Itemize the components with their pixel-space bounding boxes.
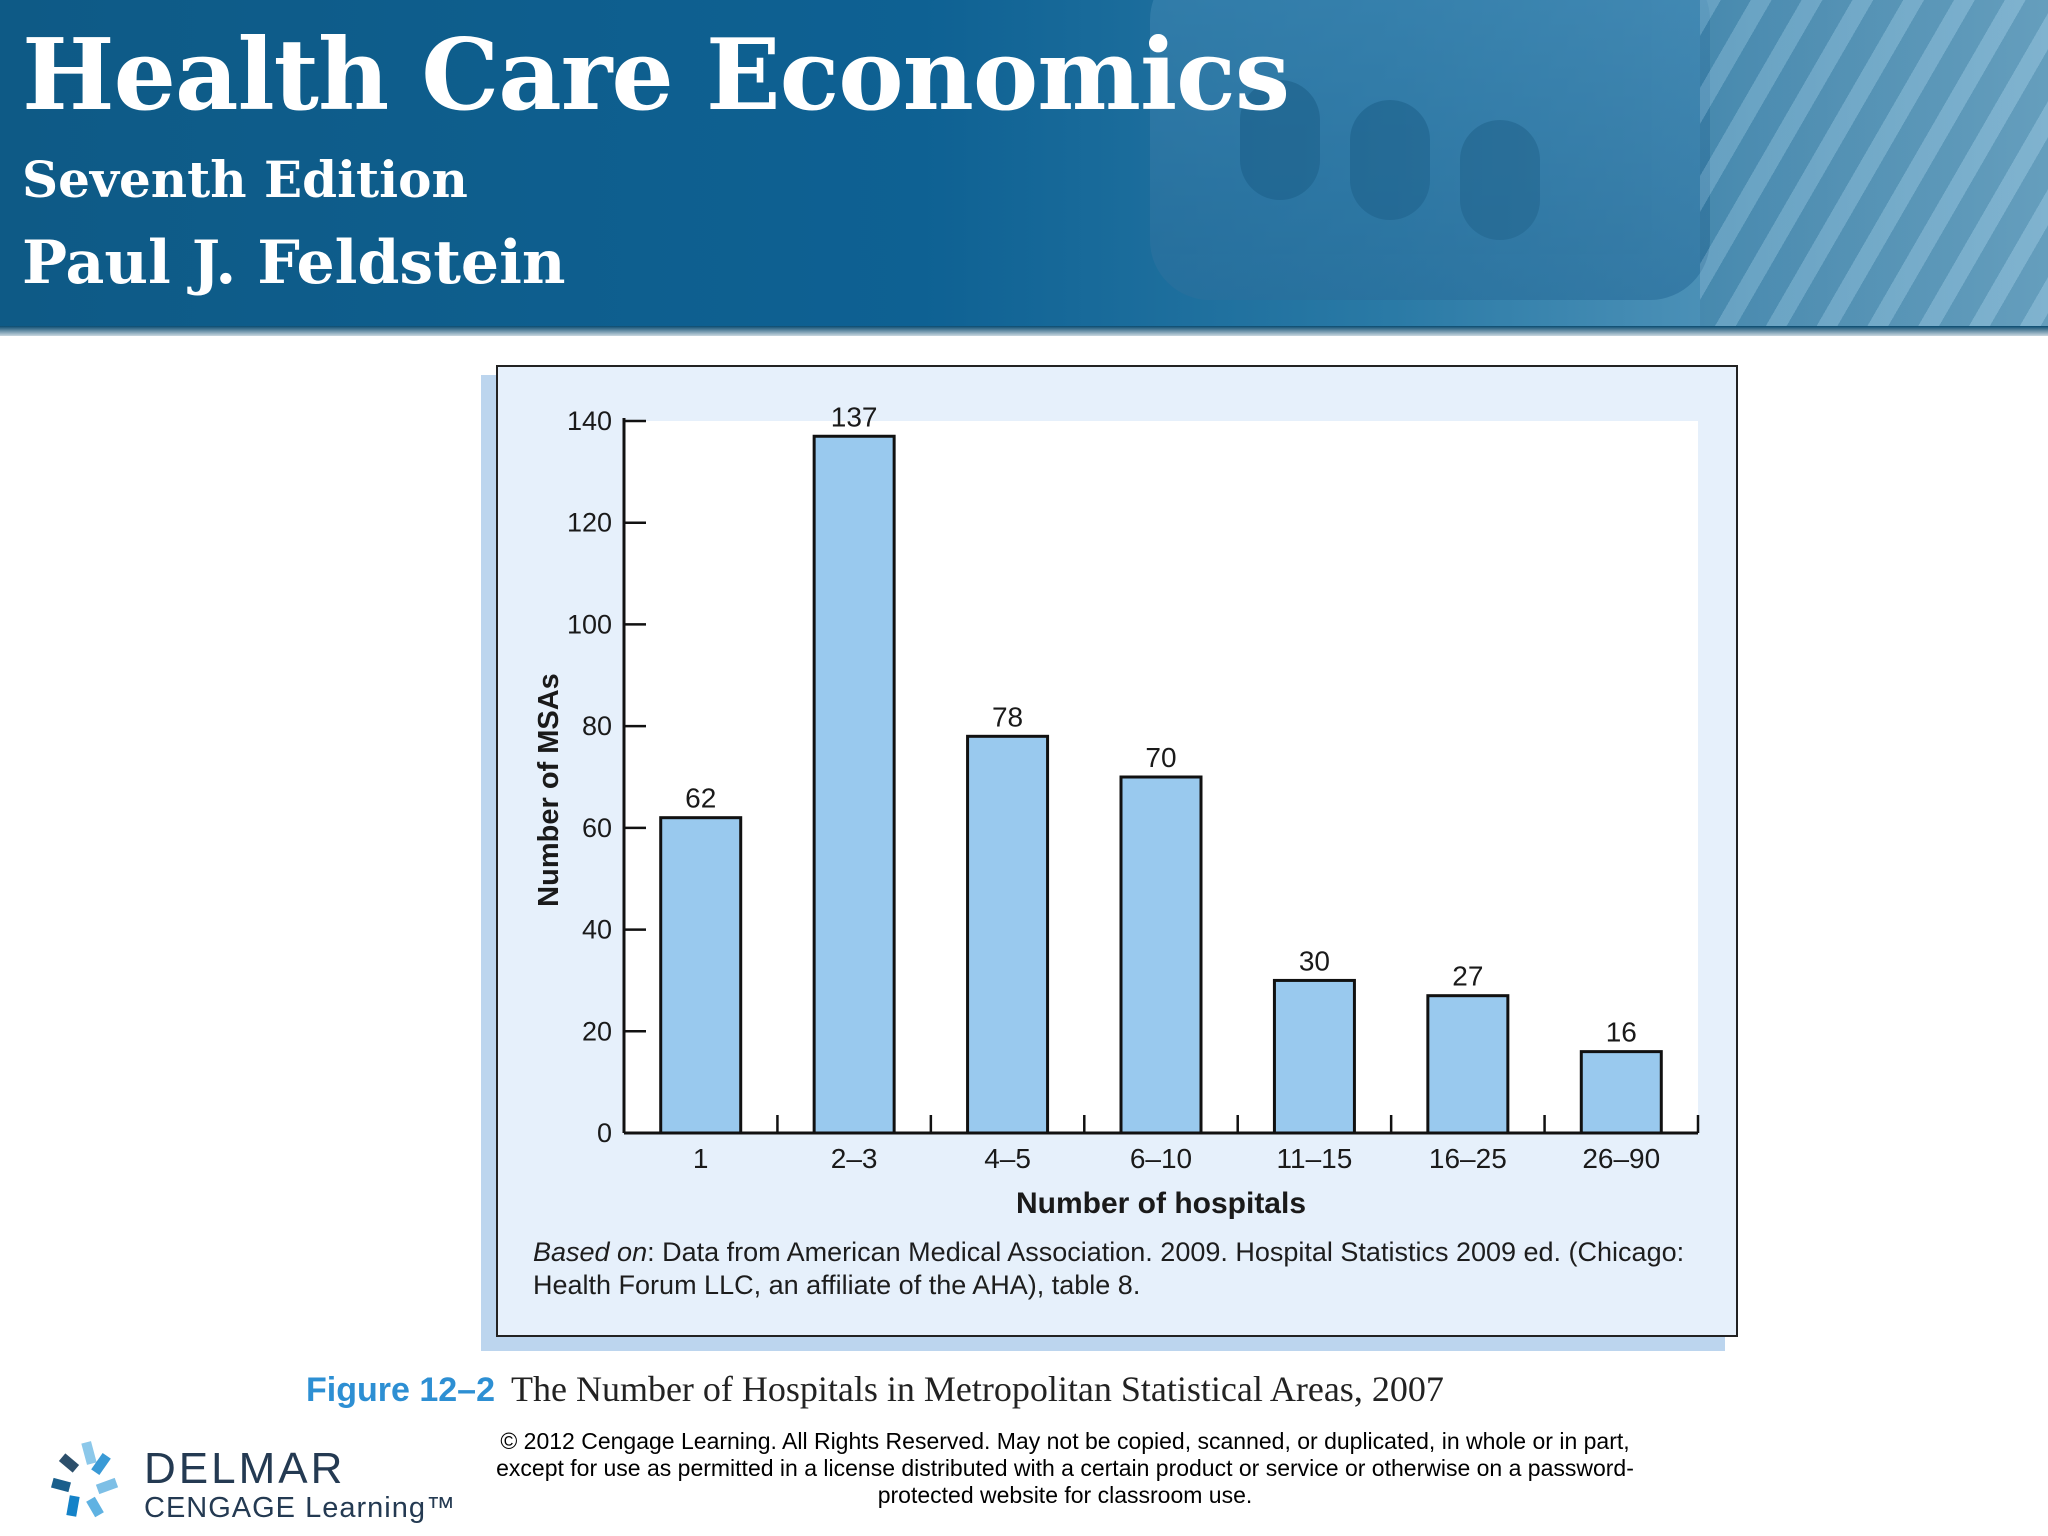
x-tick-label: 1 [693, 1143, 709, 1174]
bar [1426, 994, 1510, 1135]
calculator-image [1150, 0, 1710, 300]
money-bills-image [1700, 0, 2048, 330]
bar-data-label: 70 [1145, 742, 1176, 773]
book-title: Health Care Economics [22, 18, 1290, 133]
header-banner: Health Care Economics Seventh Edition Pa… [0, 0, 2048, 330]
bar [1272, 978, 1356, 1135]
x-axis-title: Number of hospitals [1016, 1187, 1306, 1220]
bar-data-label: 16 [1606, 1017, 1637, 1048]
x-tick-label: 26–90 [1582, 1143, 1660, 1174]
bar [1119, 775, 1203, 1135]
figure-caption: Figure 12–2 The Number of Hospitals in Me… [306, 1368, 1444, 1410]
bar-data-label: 62 [685, 783, 716, 814]
y-tick-label: 100 [567, 609, 612, 639]
y-axis-title: Number of MSAs [533, 673, 565, 907]
book-author: Paul J. Feldstein [22, 228, 566, 298]
cengage-star-icon [51, 1441, 119, 1518]
bar [966, 734, 1050, 1135]
bar [1579, 1050, 1663, 1135]
figure-label: Figure 12–2 [306, 1371, 495, 1409]
copyright-notice: © 2012 Cengage Learning. All Rights Rese… [496, 1428, 1634, 1508]
x-tick-label: 2–3 [831, 1143, 878, 1174]
bar [659, 816, 743, 1135]
x-tick-label: 6–10 [1130, 1143, 1192, 1174]
source-text: : Data from American Medical Association… [533, 1237, 1685, 1300]
logo-cengage-text: CENGAGE Learning™ [144, 1492, 456, 1524]
figure-title: The Number of Hospitals in Metropolitan … [510, 1369, 1444, 1409]
bar-data-label: 137 [831, 401, 878, 432]
source-prefix: Based on [533, 1237, 648, 1267]
calculator-button-icon [1350, 100, 1430, 220]
x-tick-label: 11–15 [1277, 1143, 1353, 1174]
book-edition: Seventh Edition [22, 150, 468, 209]
x-tick-label: 4–5 [984, 1143, 1031, 1174]
y-tick-label: 20 [582, 1016, 612, 1046]
logo-delmar-text: DELMAR [144, 1444, 346, 1493]
bar-data-label: 27 [1452, 961, 1483, 992]
calculator-button-icon [1460, 120, 1540, 240]
x-tick-label: 16–25 [1429, 1143, 1507, 1174]
calculator-button-icon [1240, 80, 1320, 200]
y-tick-label: 140 [567, 406, 612, 436]
bar-data-label: 78 [992, 701, 1023, 732]
y-tick-label: 0 [597, 1118, 612, 1148]
bar-data-label: 30 [1299, 945, 1330, 976]
figure-source: Based on: Data from American Medical Ass… [533, 1236, 1713, 1302]
y-tick-label: 120 [567, 508, 612, 538]
y-tick-label: 60 [582, 813, 612, 843]
banner-divider [0, 326, 2048, 336]
bar [812, 434, 896, 1135]
y-tick-label: 80 [582, 711, 612, 741]
delmar-logo: DELMAR CENGAGE Learning™ [46, 1440, 455, 1524]
y-tick-label: 40 [582, 915, 612, 945]
